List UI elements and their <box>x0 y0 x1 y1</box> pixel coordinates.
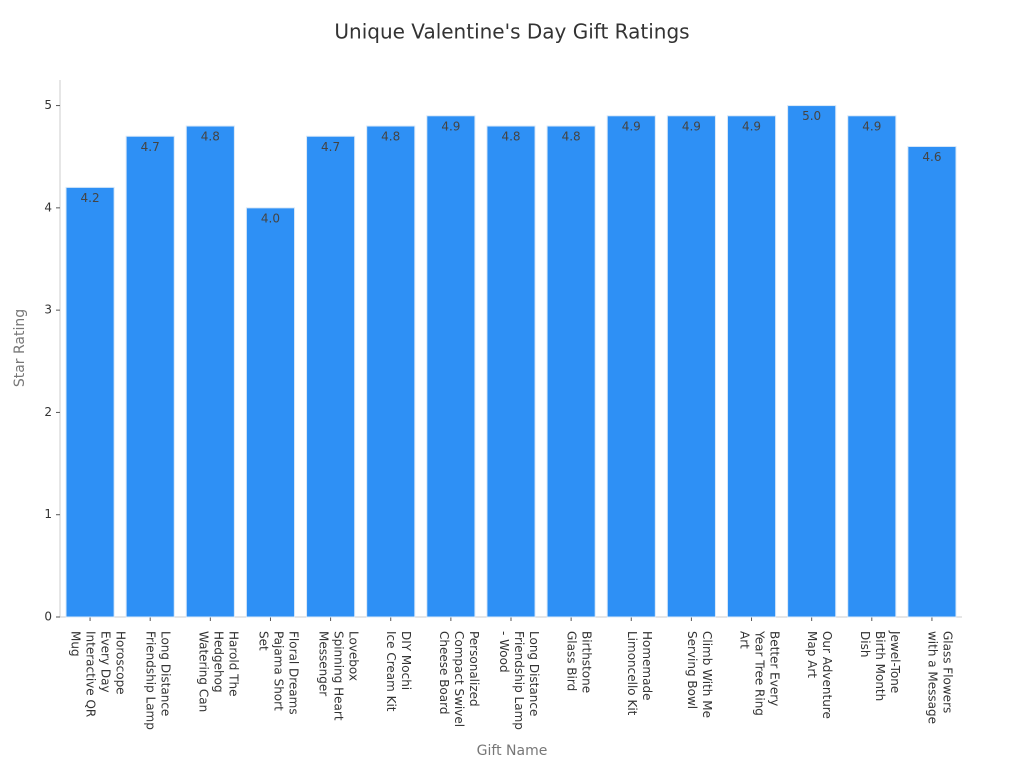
x-tick-label: Climb With MeServing Bowl <box>685 631 714 718</box>
value-label: 4.8 <box>381 130 400 144</box>
bar <box>306 135 356 618</box>
y-axis-title: Star Rating <box>12 309 28 387</box>
bar <box>366 125 416 618</box>
bar <box>546 125 596 618</box>
y-tick-label: 5 <box>44 98 52 112</box>
value-label: 4.7 <box>321 140 340 154</box>
x-tick-label: LoveboxSpinning HeartMessenger <box>317 631 361 721</box>
value-label: 4.9 <box>862 119 881 133</box>
x-tick-label: Long DistanceFriendship Lamp <box>144 631 173 730</box>
bar <box>185 125 235 618</box>
bar <box>907 145 957 618</box>
y-tick-label: 2 <box>44 405 52 419</box>
x-tick-label: Harold TheHedgehogWatering Can <box>196 631 240 712</box>
x-axis-title: Gift Name <box>477 743 548 759</box>
bar <box>847 115 897 618</box>
value-label: 4.9 <box>441 119 460 133</box>
x-tick-label: BirthstoneGlass Bird <box>565 631 594 693</box>
x-tick-label: HoroscopeEvery DayInteractive QRMug <box>69 631 128 717</box>
x-tick-label: Glass Flowerswith a Message <box>925 631 954 724</box>
value-label: 4.9 <box>682 119 701 133</box>
bar <box>726 115 777 618</box>
bar <box>666 115 716 618</box>
x-tick-label: Jewel-ToneBirth MonthDish <box>858 630 902 701</box>
value-label: 4.8 <box>501 130 520 144</box>
x-tick-label: Floral DreamsPajama ShortSet <box>256 631 300 715</box>
x-tick-label: Long DistanceFriendship Lamp- Wood <box>497 631 541 730</box>
value-label: 4.8 <box>562 130 581 144</box>
bar <box>787 105 837 618</box>
x-tick-label: HomemadeLimoncello Kit <box>625 631 654 716</box>
y-tick-label: 0 <box>44 610 52 624</box>
x-tick-label: Better EveryYear Tree RingArt <box>738 630 782 716</box>
bar <box>245 207 296 618</box>
value-label: 4.9 <box>622 119 641 133</box>
value-label: 4.6 <box>922 150 941 164</box>
x-tick-label: PersonalizedCompact SwivelCheese Board <box>437 631 481 727</box>
value-label: 4.9 <box>742 119 761 133</box>
x-tick-label: DIY MochiIce Cream Kit <box>384 631 413 712</box>
bar <box>426 115 476 618</box>
value-label: 4.2 <box>81 191 100 205</box>
value-label: 5.0 <box>802 109 821 123</box>
y-tick-label: 4 <box>44 200 52 214</box>
value-label: 4.7 <box>141 140 160 154</box>
bar <box>125 135 175 618</box>
y-tick-label: 3 <box>44 303 52 317</box>
value-label: 4.0 <box>261 211 280 225</box>
bar <box>606 115 656 618</box>
chart-title: Unique Valentine's Day Gift Ratings <box>334 20 689 44</box>
bar <box>486 125 536 618</box>
x-tick-label: Our AdventureMap Art <box>805 631 834 719</box>
bar <box>65 186 115 618</box>
y-tick-label: 1 <box>44 507 52 521</box>
value-label: 4.8 <box>201 130 220 144</box>
